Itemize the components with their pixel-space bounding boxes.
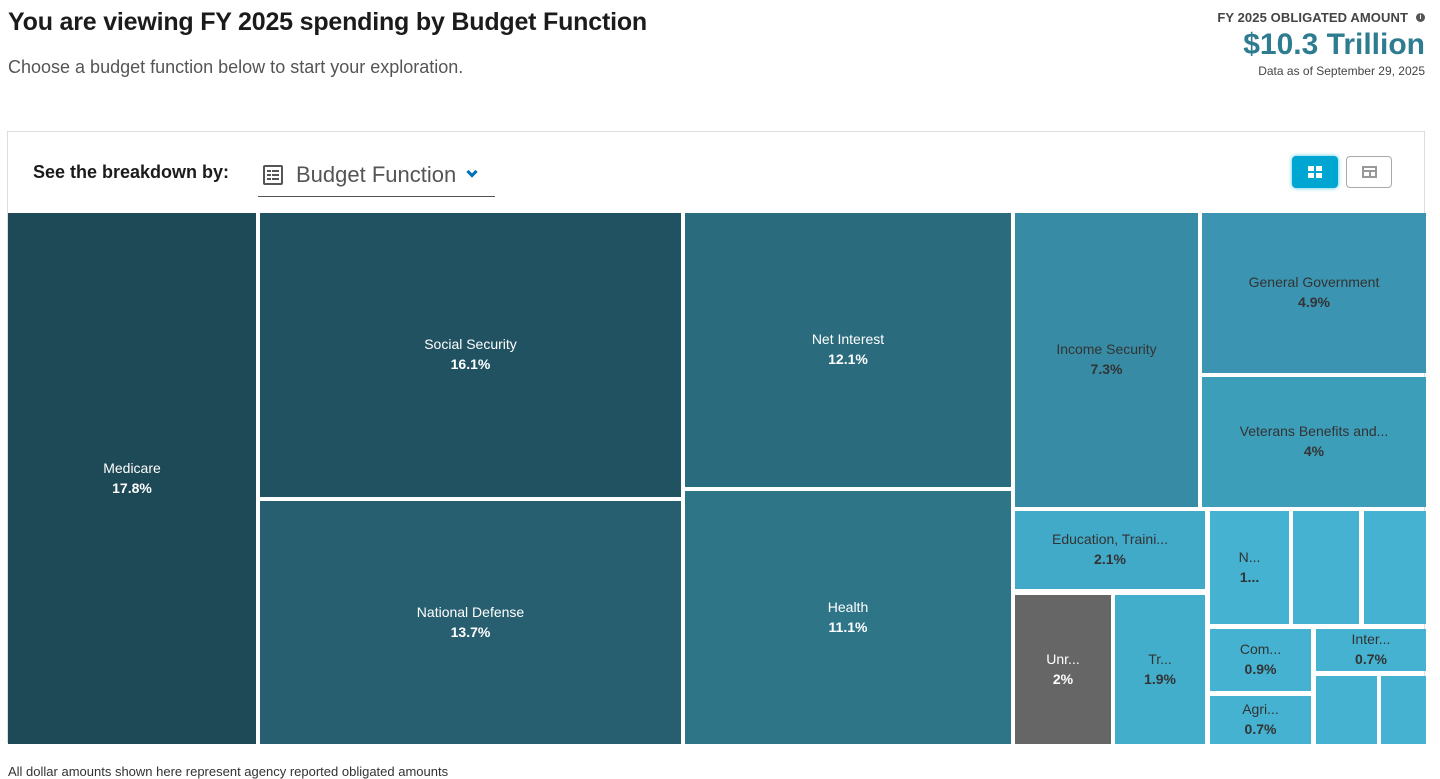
list-icon — [263, 165, 283, 185]
treemap-tile-education-training-employment-and-social-services[interactable]: Education, Traini... 2.1% — [1015, 511, 1205, 589]
treemap-tile-unlabeled-17[interactable] — [1316, 676, 1377, 744]
tile-label: General Government — [1248, 274, 1380, 290]
tile-percent: 4% — [1303, 443, 1325, 459]
tile-percent: 4.9% — [1298, 294, 1330, 310]
grid-icon — [1308, 166, 1322, 178]
treemap-tile-social-security[interactable]: Social Security 16.1% — [260, 213, 681, 497]
treemap-tile-unreported-data[interactable]: Unr... 2% — [1015, 595, 1111, 744]
breakdown-toolbar: See the breakdown by: Budget Function — [8, 132, 1424, 213]
tile-label: Veterans Benefits and... — [1239, 423, 1389, 439]
page-header: You are viewing FY 2025 spending by Budg… — [0, 0, 1440, 120]
treemap-tile-unlabeled-18[interactable] — [1381, 676, 1426, 744]
tile-label: Agri... — [1242, 701, 1279, 717]
tile-percent: 17.8% — [112, 479, 152, 496]
tile-percent: 0.7% — [1355, 651, 1387, 667]
tile-label: Medicare — [103, 459, 161, 476]
breakdown-label: See the breakdown by: — [33, 162, 230, 182]
tile-percent: 2% — [1052, 670, 1074, 687]
tile-percent: 12.1% — [828, 351, 868, 367]
tile-label: Unr... — [1046, 650, 1080, 667]
treemap-tile-general-government[interactable]: General Government 4.9% — [1202, 213, 1426, 373]
table-icon — [1361, 166, 1377, 178]
info-icon[interactable]: i — [1416, 13, 1425, 22]
budget-function-treemap: Medicare 17.8% Social Security 16.1% Nationa… — [8, 213, 1426, 744]
tile-percent: 0.7% — [1244, 721, 1277, 737]
treemap-tile-health[interactable]: Health 11.1% — [685, 491, 1011, 744]
tile-label: Net Interest — [811, 331, 885, 347]
tile-label: Tr... — [1148, 650, 1172, 667]
obligated-amount-label-text: FY 2025 OBLIGATED AMOUNT — [1217, 10, 1408, 25]
tile-percent: 7.3% — [1090, 361, 1123, 377]
tile-label: Education, Traini... — [1052, 531, 1168, 547]
tile-percent: 1.9% — [1144, 670, 1176, 687]
tile-label: Social Security — [424, 336, 517, 352]
breakdown-dropdown[interactable]: Budget Function — [258, 154, 495, 197]
table-view-button[interactable] — [1346, 156, 1392, 188]
page-subtitle: Choose a budget function below to start … — [8, 57, 464, 77]
obligated-amount-label: FY 2025 OBLIGATED AMOUNT i — [1217, 10, 1425, 25]
obligated-amount-summary: FY 2025 OBLIGATED AMOUNT i $10.3 Trillio… — [1217, 10, 1425, 78]
treemap-tile-unlabeled-12[interactable] — [1293, 511, 1359, 624]
obligated-amount-value: $10.3 Trillion — [1243, 28, 1425, 61]
tile-percent: 2.1% — [1094, 551, 1126, 567]
tile-label: Com... — [1239, 641, 1282, 657]
treemap-tile-medicare[interactable]: Medicare 17.8% — [8, 213, 256, 744]
treemap-tile-commerce-and-housing-credit[interactable]: Com... 0.9% — [1210, 629, 1311, 691]
tile-percent: 13.7% — [450, 623, 491, 640]
tile-percent: 1... — [1239, 568, 1260, 585]
treemap-panel: See the breakdown by: Budget Function Me… — [7, 131, 1426, 744]
treemap-tile-national-defense[interactable]: National Defense 13.7% — [260, 501, 681, 744]
tile-label: Inter... — [1351, 631, 1391, 647]
treemap-tile-transportation[interactable]: Tr... 1.9% — [1115, 595, 1205, 744]
footer-note: All dollar amounts shown here represent … — [8, 764, 449, 779]
tile-label: National Defense — [416, 603, 525, 620]
treemap-tile-veterans-benefits-and-services[interactable]: Veterans Benefits and... 4% — [1202, 377, 1426, 507]
tile-percent: 16.1% — [450, 356, 491, 372]
tile-percent: 11.1% — [828, 618, 868, 635]
treemap-tile-unlabeled-13[interactable] — [1364, 511, 1426, 624]
page-title: You are viewing FY 2025 spending by Budg… — [8, 8, 647, 36]
treemap-tile-n[interactable]: N... 1... — [1210, 511, 1289, 624]
tile-label: N... — [1238, 548, 1261, 565]
treemap-tile-agriculture[interactable]: Agri... 0.7% — [1210, 696, 1311, 744]
tile-label: Income Security — [1056, 341, 1157, 357]
tile-label: Health — [827, 598, 869, 615]
chevron-down-icon — [466, 166, 478, 178]
tile-percent: 0.9% — [1244, 661, 1277, 677]
treemap-view-button[interactable] — [1292, 156, 1338, 188]
data-as-of-date: Data as of September 29, 2025 — [1258, 64, 1425, 78]
treemap-tile-net-interest[interactable]: Net Interest 12.1% — [685, 213, 1011, 487]
breakdown-dropdown-value: Budget Function — [296, 162, 457, 187]
treemap-tile-international-affairs[interactable]: Inter... 0.7% — [1316, 629, 1426, 671]
treemap-tile-income-security[interactable]: Income Security 7.3% — [1015, 213, 1198, 507]
